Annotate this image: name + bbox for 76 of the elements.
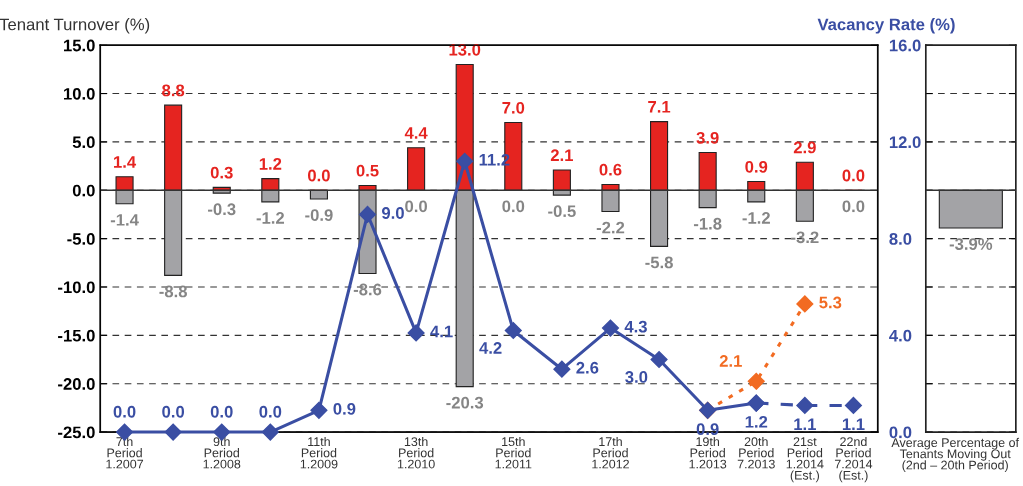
data-label: 3.9	[696, 131, 719, 144]
data-label: -1.4	[110, 214, 139, 226]
data-label: 0.0	[210, 405, 233, 418]
y2-tick-label: 4.0	[889, 329, 912, 342]
x-tick-label: 22nd Period 7.2014 (Est.)	[834, 436, 873, 483]
data-label: 0.0	[842, 200, 865, 213]
data-label: 2.9	[793, 141, 816, 154]
y2-tick-label: 16.0	[889, 39, 921, 52]
data-label: 4.4	[404, 127, 428, 139]
data-label: 0.0	[405, 200, 428, 213]
data-label: -1.8	[693, 217, 722, 230]
y-tick-label: 5.0	[72, 136, 95, 149]
data-label: 3.0	[625, 371, 648, 383]
data-label: 0.0	[842, 169, 865, 182]
data-label: 1.2	[745, 415, 768, 428]
data-label: 7.1	[648, 101, 671, 113]
data-label: 1.2	[259, 158, 282, 170]
data-label: 7.0	[502, 101, 525, 114]
data-label: 2.1	[719, 355, 742, 367]
x-tick-label: 7th Period 1.2007	[106, 436, 144, 469]
x-tick-label: 13th Period 1.2010	[397, 436, 435, 469]
x-tick-label: 11th Period 1.2009	[300, 436, 338, 469]
data-label: -3.9%	[949, 238, 993, 250]
y-tick-label: -10.0	[58, 281, 95, 294]
data-label: 2.6	[576, 361, 599, 374]
data-label: 4.3	[624, 320, 647, 333]
data-label: -8.8	[159, 285, 187, 298]
data-label: 0.0	[259, 405, 282, 418]
data-label: -20.3	[446, 396, 484, 409]
y-tick-label: 15.0	[64, 39, 95, 52]
data-label: -0.5	[548, 205, 576, 218]
y2-axis-title: Vacancy Rate (%)	[817, 18, 955, 34]
y-tick-label: -25.0	[58, 426, 95, 439]
data-label: -2.2	[596, 221, 625, 234]
data-label: -8.6	[353, 283, 382, 296]
data-label: 0.9	[745, 160, 768, 173]
data-label: 9.0	[381, 207, 404, 219]
y-tick-label: 10.0	[64, 87, 95, 100]
x-tick-label: 17th Period 1.2012	[592, 436, 629, 469]
data-label: 0.9	[333, 402, 356, 415]
data-label: 0.0	[162, 405, 185, 418]
data-label: 5.3	[819, 296, 842, 309]
data-label: 0.6	[599, 163, 622, 176]
x-tick-label: 15th Period 1.2011	[495, 436, 532, 469]
data-label: 1.1	[842, 418, 865, 431]
y-tick-label: -5.0	[67, 233, 95, 245]
data-label: 2.1	[550, 149, 573, 161]
y-tick-label: -20.0	[58, 378, 95, 390]
y2-tick-label: 0.0	[889, 426, 912, 439]
y-axis-title: Tenant Turnover (%)	[0, 18, 150, 34]
data-label: 0.0	[113, 405, 136, 418]
x-tick-label: 19th Period 1.2013	[689, 436, 727, 469]
data-label: -1.2	[256, 212, 285, 224]
data-label: 1.1	[794, 418, 816, 431]
data-label: -0.9	[305, 209, 333, 221]
data-label: -1.2	[742, 212, 770, 224]
data-label: 0.0	[308, 169, 330, 182]
x-tick-label: 21st Period 1.2014 (Est.)	[786, 437, 824, 483]
x-tick-label: 9th Period 1.2008	[203, 436, 241, 469]
data-label: 13.0	[449, 43, 481, 56]
y-tick-label: -15.0	[58, 329, 95, 342]
y2-tick-label: 8.0	[889, 233, 912, 245]
y2-tick-label: 12.0	[889, 136, 921, 149]
data-label: -3.2	[791, 231, 819, 244]
data-label: 0.0	[502, 200, 525, 213]
data-label: 0.5	[356, 164, 379, 177]
data-label: 4.1	[430, 325, 453, 338]
y-tick-label: 0.0	[72, 184, 95, 197]
x-axis-title: Average Percentage of Tenants Moving Out (2nd – 20th Period)	[891, 437, 1020, 472]
data-label: 1.4	[114, 156, 137, 168]
data-label: -5.8	[645, 256, 673, 269]
x-tick-label: 20th Period 7.2013	[737, 436, 775, 469]
data-label: 8.8	[162, 84, 185, 97]
data-label: 4.2	[479, 342, 502, 354]
data-label: 0.3	[210, 166, 233, 179]
data-label: -0.3	[208, 203, 236, 216]
